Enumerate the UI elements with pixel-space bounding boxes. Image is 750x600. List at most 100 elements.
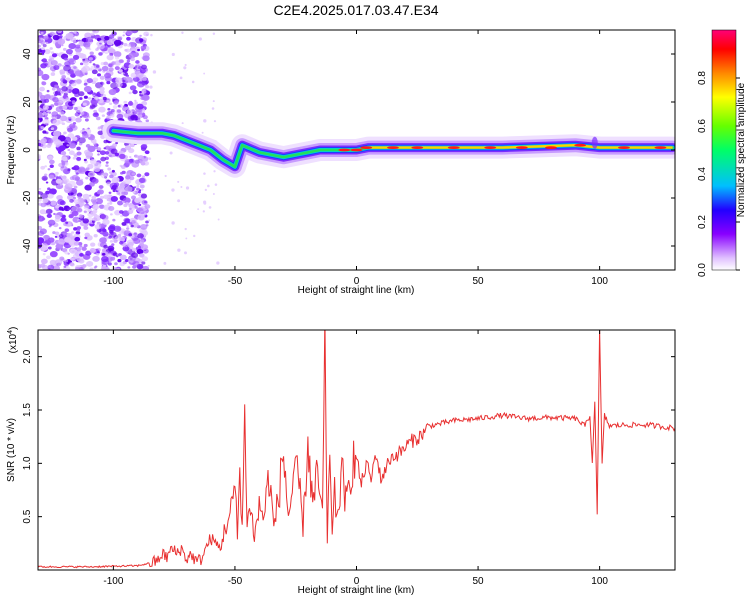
noise-blob bbox=[51, 53, 58, 58]
noise-blob bbox=[118, 210, 124, 214]
noise-blob bbox=[41, 47, 45, 51]
noise-blob bbox=[145, 119, 150, 123]
noise-blob bbox=[99, 150, 106, 156]
noise-blob bbox=[90, 242, 96, 247]
noise-blob bbox=[84, 118, 89, 122]
noise-blob bbox=[85, 176, 89, 180]
noise-blob bbox=[72, 156, 77, 160]
noise-blob bbox=[108, 171, 112, 174]
noise-blob bbox=[38, 230, 45, 237]
noise-blob bbox=[97, 43, 105, 50]
noise-blob bbox=[95, 82, 103, 89]
colorbar-label: Normalized spectral amplitude bbox=[736, 82, 747, 217]
noise-blob bbox=[78, 91, 85, 97]
noise-blob bbox=[123, 217, 131, 224]
noise-speckle bbox=[177, 248, 181, 252]
noise-blob bbox=[135, 60, 140, 64]
noise-blob bbox=[89, 250, 94, 253]
noise-blob bbox=[139, 239, 145, 244]
noise-blob bbox=[121, 170, 126, 175]
noise-blob bbox=[54, 235, 58, 238]
noise-blob bbox=[68, 84, 72, 87]
noise-blob bbox=[84, 184, 92, 191]
noise-blob bbox=[104, 145, 111, 150]
noise-blob bbox=[112, 105, 118, 109]
noise-blob bbox=[54, 102, 59, 106]
noise-blob bbox=[41, 58, 47, 63]
noise-speckle bbox=[149, 85, 153, 89]
noise-blob bbox=[119, 59, 125, 64]
noise-blob bbox=[40, 258, 48, 265]
noise-blob bbox=[114, 56, 120, 60]
noise-blob bbox=[40, 48, 46, 54]
noise-blob bbox=[83, 225, 89, 230]
noise-blob bbox=[105, 161, 109, 164]
noise-blob bbox=[73, 88, 78, 92]
noise-blob bbox=[123, 43, 128, 47]
noise-blob bbox=[49, 164, 54, 169]
noise-blob bbox=[48, 225, 52, 228]
noise-blob bbox=[100, 172, 109, 179]
noise-blob bbox=[60, 90, 64, 94]
noise-speckle bbox=[217, 218, 220, 221]
noise-blob bbox=[64, 57, 68, 61]
noise-blob bbox=[145, 220, 149, 224]
noise-blob bbox=[142, 265, 150, 270]
noise-blob bbox=[106, 46, 114, 53]
noise-blob bbox=[83, 85, 92, 93]
noise-blob bbox=[136, 103, 144, 110]
noise-speckle bbox=[183, 66, 187, 70]
noise-blob bbox=[108, 154, 112, 157]
noise-blob bbox=[48, 174, 55, 179]
noise-blob bbox=[145, 85, 150, 89]
noise-blob bbox=[97, 73, 102, 77]
colorbar-tick-label: 0.4 bbox=[697, 167, 708, 181]
noise-blob bbox=[103, 147, 106, 150]
noise-blob bbox=[141, 76, 147, 82]
noise-blob bbox=[84, 236, 88, 240]
noise-blob bbox=[49, 259, 57, 266]
noise-blob bbox=[40, 202, 47, 208]
noise-blob bbox=[78, 266, 84, 270]
noise-blob bbox=[68, 43, 77, 50]
noise-speckle bbox=[148, 219, 151, 222]
noise-blob bbox=[50, 72, 56, 76]
noise-blob bbox=[140, 144, 148, 150]
noise-blob bbox=[45, 41, 49, 45]
noise-blob bbox=[38, 191, 42, 195]
noise-blob bbox=[64, 236, 72, 243]
noise-blob bbox=[95, 197, 104, 205]
noise-blob bbox=[47, 246, 52, 250]
noise-blob bbox=[102, 219, 110, 225]
noise-blob bbox=[89, 61, 92, 64]
noise-speckle bbox=[184, 227, 187, 231]
noise-blob bbox=[91, 69, 98, 75]
noise-blob bbox=[76, 207, 83, 213]
noise-blob bbox=[109, 182, 118, 190]
noise-blob bbox=[78, 214, 84, 219]
noise-blob bbox=[141, 94, 150, 101]
noise-blob bbox=[98, 106, 106, 113]
noise-blob bbox=[50, 51, 55, 54]
noise-blob bbox=[132, 260, 140, 267]
noise-blob bbox=[129, 257, 133, 260]
noise-blob bbox=[68, 118, 72, 121]
noise-blob bbox=[116, 109, 122, 113]
colorbar-tick-label: 0.8 bbox=[697, 71, 708, 85]
noise-blob bbox=[76, 156, 82, 161]
noise-blob bbox=[54, 93, 58, 97]
noise-blob bbox=[39, 209, 47, 215]
noise-blob bbox=[73, 61, 77, 64]
noise-blob bbox=[38, 67, 42, 72]
snr-y-tick-label: 2.0 bbox=[22, 349, 33, 363]
noise-blob bbox=[69, 143, 76, 149]
noise-blob bbox=[74, 78, 82, 85]
noise-blob bbox=[64, 205, 70, 210]
noise-blob bbox=[111, 169, 115, 173]
noise-blob bbox=[83, 82, 88, 86]
spectrogram-y-tick-label: 40 bbox=[22, 48, 33, 60]
noise-blob bbox=[123, 100, 128, 104]
snr-series-line bbox=[38, 330, 675, 569]
noise-blob bbox=[79, 62, 84, 66]
noise-blob bbox=[56, 262, 62, 267]
